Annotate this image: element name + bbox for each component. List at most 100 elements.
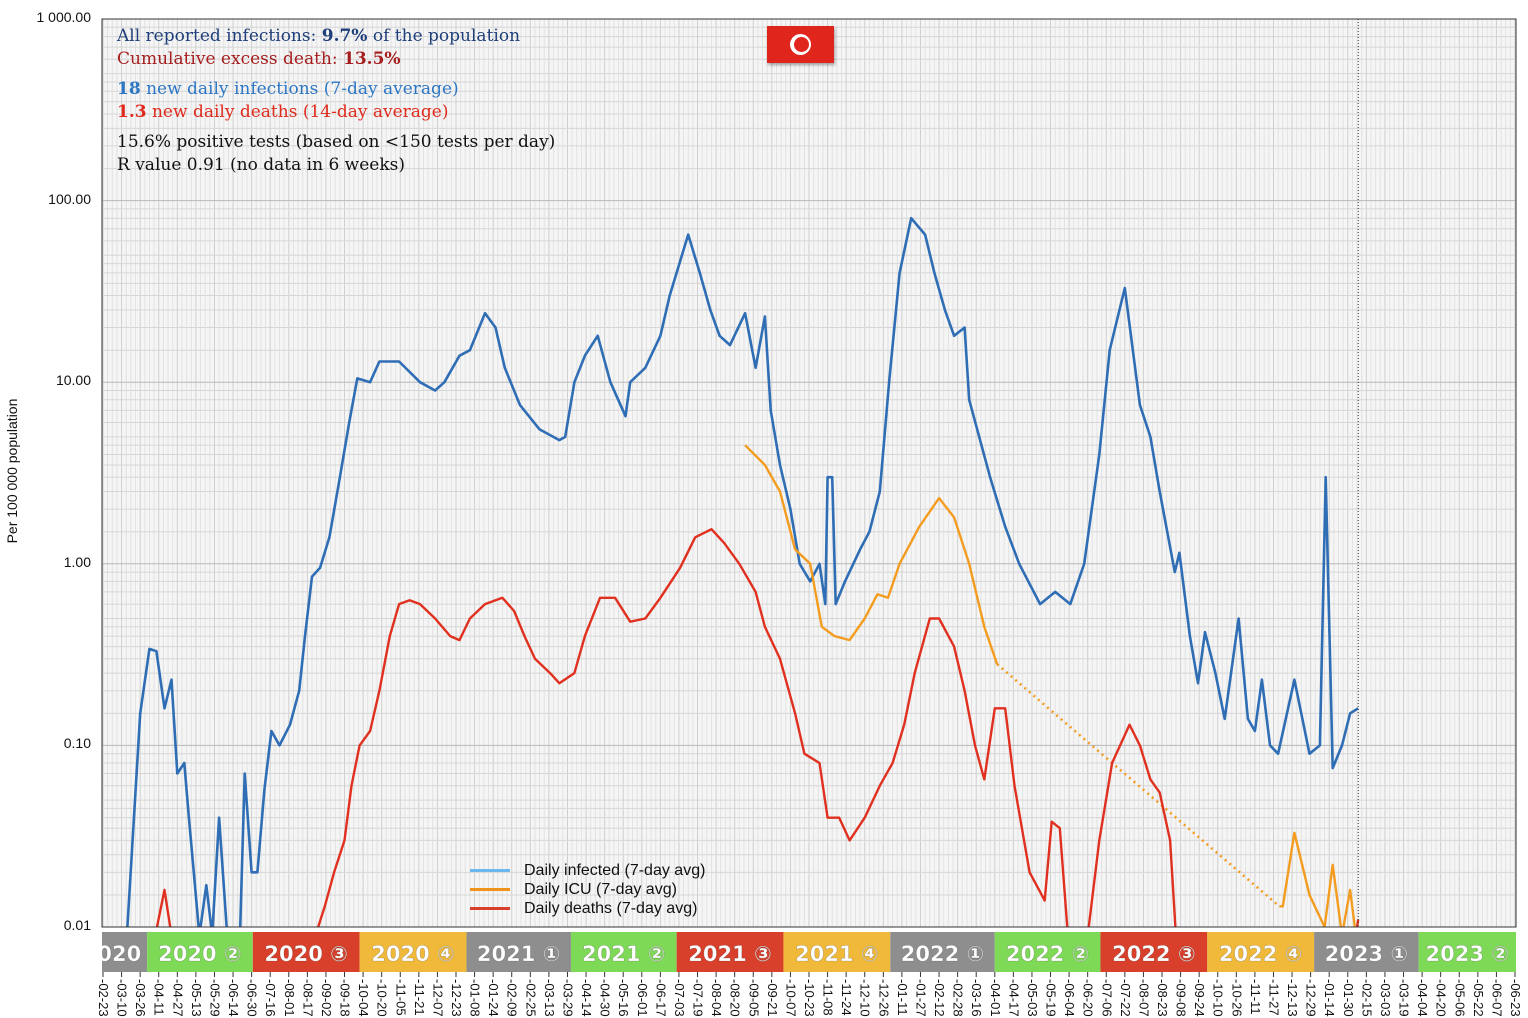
daily-deaths-label: new daily deaths (14-day average): [146, 101, 449, 122]
x-tick-label: -06-17: [653, 979, 668, 1017]
x-tick-label: -04-04: [1415, 979, 1430, 1017]
y-tick-label: 0.10: [63, 735, 91, 752]
x-tick-label: -11-11: [1248, 979, 1263, 1015]
quarter-label: 2021 ①: [477, 942, 561, 966]
quarter-label: 2022 ①: [901, 942, 985, 966]
x-tick-label: -02-15: [1359, 979, 1374, 1017]
x-tick-label: -05-03: [1025, 979, 1040, 1017]
x-tick-label: -08-20: [728, 979, 743, 1017]
series-group: [126, 216, 1360, 927]
x-tick-label: -01-11: [895, 979, 910, 1016]
x-tick-label: -09-08: [1174, 979, 1189, 1017]
x-tick-label: -01-24: [486, 979, 501, 1017]
x-tick-label: -04-11: [152, 979, 167, 1016]
x-tick-label: -09-05: [746, 979, 761, 1017]
x-tick-label: -03-26: [133, 979, 148, 1017]
legend-swatch-icu: [470, 888, 510, 891]
x-tick-label: -01-30: [1341, 979, 1356, 1017]
quarter-band: [466, 932, 571, 972]
quarter-band: [252, 932, 360, 972]
y-tick-label: 1.00: [63, 553, 91, 570]
x-tick-label: -02-12: [932, 979, 947, 1017]
x-tick-label: -08-04: [709, 979, 724, 1017]
x-tick-label: -06-07: [1489, 979, 1504, 1017]
quarter-label: 2023 ①: [1325, 942, 1409, 966]
series-line-deaths: [1087, 723, 1177, 927]
x-tick-label: -09-21: [765, 979, 780, 1017]
daily-infections-value: 18: [117, 79, 141, 99]
x-tick-label: -10-20: [375, 979, 390, 1017]
quarter-label: 2021 ④: [795, 942, 879, 966]
quarter-band: [890, 932, 995, 972]
r-value-text: R value 0.91 (no data in 6 weeks): [117, 154, 405, 175]
legend-item-infected: Daily infected (7-day avg): [470, 861, 705, 880]
quarter-band: [783, 932, 891, 972]
quarter-band: [570, 932, 677, 972]
excess-death-percent: 13.5%: [343, 48, 401, 69]
quarter-band: [994, 932, 1101, 972]
x-tick-label: -10-10: [1211, 979, 1226, 1017]
x-tick-label: -06-30: [245, 979, 260, 1017]
infections-percent: 9.7%: [321, 26, 368, 46]
quarter-label: 2022 ④: [1219, 942, 1303, 966]
y-tick-label: 100.00: [48, 190, 91, 207]
quarter-band: [359, 932, 467, 972]
quarter-band: [1207, 932, 1315, 972]
quarter-band: [1314, 932, 1419, 972]
quarter-label: 2023 ②: [1426, 942, 1510, 966]
daily-infections-label: new daily infections (7-day average): [140, 79, 459, 99]
daily-deaths-value: 1.3: [117, 101, 147, 122]
x-tick-label: -10-23: [802, 979, 817, 1017]
x-tick-label: -03-10: [115, 979, 130, 1017]
quarter-label: 2020 ③: [264, 942, 348, 966]
gridlines: [102, 19, 1516, 928]
quarter-label: 2021 ②: [582, 942, 666, 966]
daily-infections-line: 18 new daily infections (7-day average): [117, 78, 555, 101]
legend-swatch-infected: [470, 869, 510, 872]
summary-text: All reported infections: 9.7% of the pop…: [117, 25, 555, 176]
x-tick-label: -03-29: [560, 979, 575, 1017]
x-tick-label: -11-21: [412, 979, 427, 1016]
x-tick-label: -12-13: [1285, 979, 1300, 1017]
x-tick-label: -06-14: [226, 979, 241, 1017]
positive-tests-text: 15.6% positive tests (based on <150 test…: [117, 132, 556, 152]
x-tick-label: -12-26: [876, 979, 891, 1017]
series-line-icu: [744, 444, 999, 665]
excess-death-line: Cumulative excess death: 13.5%: [117, 48, 555, 71]
x-tick-label: -04-30: [598, 979, 613, 1017]
x-tick-label: -08-17: [300, 979, 315, 1017]
x-tick-label: -03-19: [1397, 979, 1412, 1017]
quarter-band: [1100, 932, 1208, 972]
x-tick-label: -04-01: [988, 979, 1003, 1017]
plot-frame: [101, 18, 1517, 928]
x-tick-label: -10-07: [783, 979, 798, 1017]
x-tick-label: -03-03: [1378, 979, 1393, 1017]
series-line-deaths: [155, 888, 172, 927]
x-tick-label: -04-27: [170, 979, 185, 1017]
x-tick-label: -10-26: [1229, 979, 1244, 1017]
x-tick-label: -07-22: [1118, 979, 1133, 1017]
legend-label: Daily infected (7-day avg): [524, 862, 706, 879]
excess-death-label: Cumulative excess death:: [117, 48, 344, 69]
x-tick-label: -12-29: [1304, 979, 1319, 1017]
series-line-icu-late: [1279, 831, 1357, 927]
legend-label: Daily deaths (7-day avg): [524, 900, 698, 917]
y-tick-label: 1 000.00: [36, 9, 92, 25]
x-tick-label: -02-09: [505, 979, 520, 1017]
quarter-label: 2022 ③: [1112, 942, 1196, 966]
x-tick-label: -02-23: [96, 979, 111, 1017]
x-tick-label: -07-19: [691, 979, 706, 1017]
x-tick-label: -12-07: [430, 979, 445, 1017]
x-tick-label: -12-23: [449, 979, 464, 1017]
quarter-label: 2021 ③: [688, 942, 772, 966]
x-tick-label: -08-07: [1136, 979, 1151, 1017]
x-tick-label: -08-01: [282, 979, 297, 1017]
x-tick-label: -05-06: [1452, 979, 1467, 1017]
x-tick-label: -06-01: [635, 979, 650, 1017]
x-tick-label: -06-20: [1081, 979, 1096, 1017]
infections-label: All reported infections:: [117, 26, 322, 46]
total-infections-line: All reported infections: 9.7% of the pop…: [117, 25, 555, 48]
x-tick-labels: -02-23 -03-10 -03-26 -04-11 -04-27 -05-13 -05-…: [96, 972, 1523, 1017]
